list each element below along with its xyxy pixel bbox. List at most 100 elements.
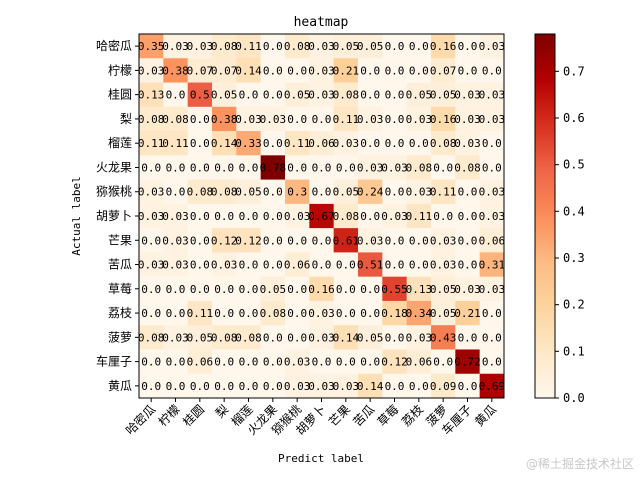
- heatmap-cell: [260, 58, 286, 83]
- heatmap-cell: [285, 58, 310, 83]
- cell-value-label: 0.14: [357, 380, 384, 393]
- heatmap-cell: [333, 131, 359, 156]
- cell-value-label: 0.0: [287, 161, 307, 174]
- heatmap-cell: [163, 373, 188, 399]
- heatmap-cell: [479, 276, 505, 302]
- heatmap-cell: [333, 155, 359, 180]
- cell-value-label: 0.07: [430, 64, 457, 77]
- cell-value-label: 0.0: [287, 64, 307, 77]
- cell-value-label: 0.0: [336, 307, 356, 320]
- heatmap-cell: [309, 252, 334, 277]
- heatmap-cell: [479, 349, 505, 375]
- heatmap-cell: [358, 203, 383, 229]
- cell-value-label: 0.0: [263, 89, 283, 102]
- cell-value-label: 0.03: [430, 234, 457, 247]
- cell-value-label: 0.38: [211, 113, 238, 126]
- cell-value-label: 0.0: [214, 210, 234, 223]
- heatmap-cell: [382, 82, 407, 108]
- cell-value-label: 0.0: [312, 356, 332, 369]
- heatmap-cell: [309, 276, 334, 302]
- heatmap-cell: [236, 82, 261, 108]
- cell-value-label: 0.03: [138, 64, 165, 77]
- heatmap-cell: [455, 131, 480, 156]
- cell-value-label: 0.03: [138, 210, 165, 223]
- heatmap-cell: [358, 276, 383, 302]
- heatmap-cell: [455, 300, 480, 326]
- y-tick-label: 火龙果: [96, 160, 132, 174]
- y-tick-label: 桂圆: [108, 87, 132, 102]
- cell-value-label: 0.03: [284, 210, 311, 223]
- cell-value-label: 0.0: [482, 161, 502, 174]
- heatmap-cell: [455, 106, 480, 132]
- cell-value-label: 0.0: [263, 380, 283, 393]
- cell-value-label: 0.0: [482, 356, 502, 369]
- cell-value-label: 0.0: [263, 331, 283, 344]
- cell-value-label: 0.08: [333, 89, 360, 102]
- heatmap-cell: [163, 349, 188, 375]
- cell-value-label: 0.0: [263, 137, 283, 150]
- cell-value-label: 0.13: [138, 89, 165, 102]
- colorbar-tick-label: 0.7: [563, 64, 585, 78]
- heatmap-cell: [479, 82, 505, 108]
- cell-value-label: 0.08: [138, 331, 165, 344]
- cell-value-label: 0.08: [430, 137, 457, 150]
- cell-value-label: 0.0: [458, 186, 478, 199]
- cell-value-label: 0.06: [308, 137, 335, 150]
- heatmap-cell: [236, 34, 261, 59]
- heatmap-cell: [431, 373, 456, 399]
- heatmap-cell: [139, 349, 164, 375]
- heatmap-cell: [431, 179, 456, 205]
- cell-value-label: 0.06: [284, 259, 311, 272]
- cell-value-label: 0.21: [333, 64, 360, 77]
- y-tick-label: 柠檬: [108, 62, 132, 77]
- heatmap-cell: [406, 155, 432, 180]
- cell-value-label: 0.03: [479, 210, 506, 223]
- y-tick-label: 哈密瓜: [96, 38, 132, 53]
- cell-value-label: 0.0: [458, 380, 478, 393]
- heatmap-cell: [139, 325, 164, 350]
- heatmap-cell: [406, 82, 432, 108]
- cell-value-label: 0.14: [211, 137, 238, 150]
- cell-value-label: 0.0: [141, 380, 161, 393]
- heatmap-cell: [406, 203, 432, 229]
- cell-value-label: 0.13: [406, 283, 433, 296]
- cell-value-label: 0.12: [381, 356, 408, 369]
- heatmap-cell: [333, 252, 359, 277]
- heatmap-cell: [333, 228, 359, 253]
- heatmap-cell: [309, 203, 334, 229]
- heatmap-cell: [309, 58, 334, 83]
- heatmap-cell: [163, 106, 188, 132]
- cell-value-label: 0.0: [263, 356, 283, 369]
- heatmap-cell: [139, 373, 164, 399]
- cell-value-label: 0.03: [406, 113, 433, 126]
- heatmap-cell: [431, 252, 456, 277]
- cell-value-label: 0.03: [333, 137, 360, 150]
- cell-value-label: 0.0: [336, 356, 356, 369]
- cell-value-label: 0.08: [138, 113, 165, 126]
- heatmap-cell: [260, 82, 286, 108]
- heatmap-cell: [358, 179, 383, 205]
- cell-value-label: 0.03: [479, 40, 506, 53]
- cell-value-label: 0.03: [162, 234, 189, 247]
- heatmap-cell: [358, 58, 383, 83]
- heatmap-cell: [212, 325, 237, 350]
- heatmap-cell: [358, 325, 383, 350]
- heatmap-cell: [431, 58, 456, 83]
- heatmap-cell: [260, 155, 286, 180]
- heatmap-cell: [309, 349, 334, 375]
- cell-value-label: 0.0: [287, 331, 307, 344]
- heatmap-cell: [212, 300, 237, 326]
- cell-value-label: 0.05: [357, 331, 384, 344]
- cell-value-label: 0.11: [284, 137, 311, 150]
- cell-value-label: 0.03: [308, 380, 335, 393]
- colorbar-tick-label: 0.5: [563, 158, 585, 172]
- x-tick-label: 苦瓜: [350, 402, 377, 429]
- heatmap-cell: [285, 228, 310, 253]
- heatmap-cell: [479, 34, 505, 59]
- cell-value-label: 0.0: [141, 307, 161, 320]
- cell-value-label: 0.0: [141, 234, 161, 247]
- cell-value-label: 0.03: [308, 89, 335, 102]
- cell-value-label: 0.05: [357, 40, 384, 53]
- heatmap-cell: [187, 106, 213, 132]
